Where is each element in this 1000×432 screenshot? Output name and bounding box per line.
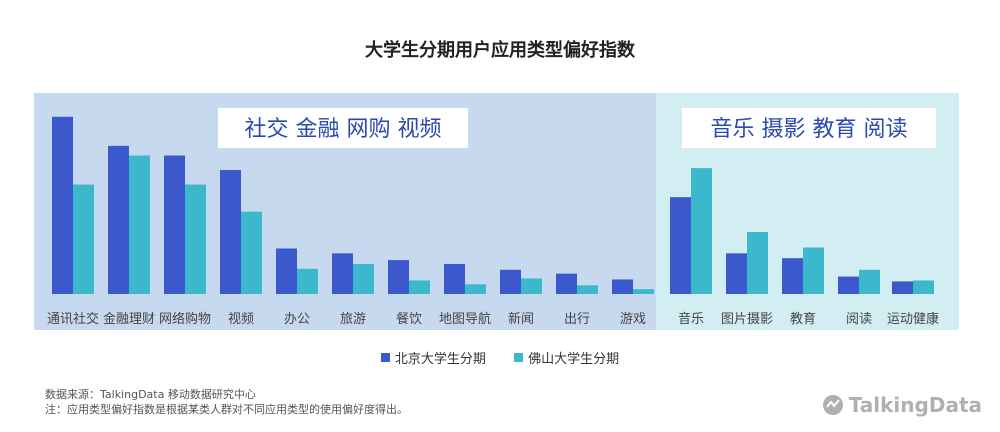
bar-chart: 社交 金融 网购 视频 音乐 摄影 教育 阅读 通讯社交 金融理财 网络购物 视频 办公… xyxy=(34,93,959,330)
x-tick-label: 旅游 xyxy=(340,312,366,327)
bar-series2-13 xyxy=(803,247,824,294)
legend-item-series1: 北京大学生分期 xyxy=(380,348,486,367)
bar-series1-1 xyxy=(108,145,129,294)
bar-series1-4 xyxy=(276,248,297,294)
bar-series1-5 xyxy=(332,253,353,294)
bar-series1-13 xyxy=(782,258,803,294)
bar-series2-1 xyxy=(129,155,150,294)
source-text: 数据来源：TalkingData 移动数据研究中心 xyxy=(45,388,256,401)
bar-series2-12 xyxy=(747,232,768,294)
x-tick-label: 运动健康 xyxy=(887,311,939,327)
bar-series2-5 xyxy=(353,263,374,294)
bar-series2-2 xyxy=(185,184,206,294)
bar-series2-8 xyxy=(521,278,542,294)
legend-swatch-series2 xyxy=(514,353,524,362)
bar-series1-2 xyxy=(164,155,185,294)
x-tick-label: 阅读 xyxy=(846,312,872,327)
bar-series1-8 xyxy=(500,269,521,294)
x-tick-label: 游戏 xyxy=(620,312,646,327)
bar-series1-3 xyxy=(220,170,241,294)
x-tick-label: 视频 xyxy=(228,312,254,327)
group-label-left: 社交 金融 网购 视频 xyxy=(245,117,442,142)
bar-series2-10 xyxy=(633,289,654,294)
bar-series2-9 xyxy=(577,285,598,294)
talkingdata-logo-icon xyxy=(822,395,843,415)
bar-series1-6 xyxy=(388,260,409,294)
x-tick-label: 出行 xyxy=(564,312,590,327)
legend-swatch-series1 xyxy=(380,353,390,362)
x-tick-label: 新闻 xyxy=(508,311,534,327)
x-tick-label: 图片摄影 xyxy=(721,312,773,327)
logo: TalkingData xyxy=(822,393,982,417)
bar-series1-15 xyxy=(892,281,913,294)
legend-label-series2: 佛山大学生分期 xyxy=(528,352,620,367)
bar-series2-6 xyxy=(409,280,430,294)
x-tick-label: 金融理财 xyxy=(103,311,155,327)
bar-series2-0 xyxy=(73,184,94,294)
x-tick-label: 教育 xyxy=(790,311,816,327)
chart-title: 大学生分期用户应用类型偏好指数 xyxy=(365,40,635,61)
bars-group xyxy=(52,116,934,294)
legend-item-series2: 佛山大学生分期 xyxy=(514,348,619,367)
bar-series2-4 xyxy=(297,268,318,294)
group-label-box-right xyxy=(682,108,936,148)
bar-series1-10 xyxy=(612,279,633,294)
logo-text: TalkingData xyxy=(848,393,982,417)
bar-series1-12 xyxy=(726,253,747,294)
footer: 数据来源：TalkingData 移动数据研究中心 注：应用类型偏好指数是根据某… xyxy=(45,387,408,417)
bar-series2-3 xyxy=(241,211,262,294)
x-tick-label: 餐饮 xyxy=(396,311,422,327)
x-tick-label: 办公 xyxy=(284,312,310,327)
legend: 北京大学生分期 佛山大学生分期 xyxy=(0,348,1000,367)
bar-series2-15 xyxy=(913,280,934,294)
x-axis-labels: 通讯社交 金融理财 网络购物 视频 办公 旅游 餐饮 地图导航 新闻 出行 游戏 音乐 图片摄影 教育 阅读… xyxy=(47,311,939,327)
x-tick-label: 网络购物 xyxy=(159,311,211,327)
x-tick-label: 地图导航 xyxy=(439,311,491,327)
group-label-box-left xyxy=(218,108,468,148)
bar-series1-0 xyxy=(52,116,73,294)
bar-series2-11 xyxy=(691,168,712,294)
group-label-right: 音乐 摄影 教育 阅读 xyxy=(711,117,908,142)
bar-series1-9 xyxy=(556,273,577,294)
bar-series2-14 xyxy=(859,269,880,294)
bar-series1-11 xyxy=(670,197,691,294)
x-tick-label: 音乐 xyxy=(678,311,704,327)
note-text: 注：应用类型偏好指数是根据某类人群对不同应用类型的使用偏好度得出。 xyxy=(45,403,408,416)
bar-series2-7 xyxy=(465,284,486,294)
bar-series1-7 xyxy=(444,263,465,294)
legend-label-series1: 北京大学生分期 xyxy=(394,352,486,367)
bar-series1-14 xyxy=(838,276,859,294)
x-tick-label: 通讯社交 xyxy=(47,311,99,327)
